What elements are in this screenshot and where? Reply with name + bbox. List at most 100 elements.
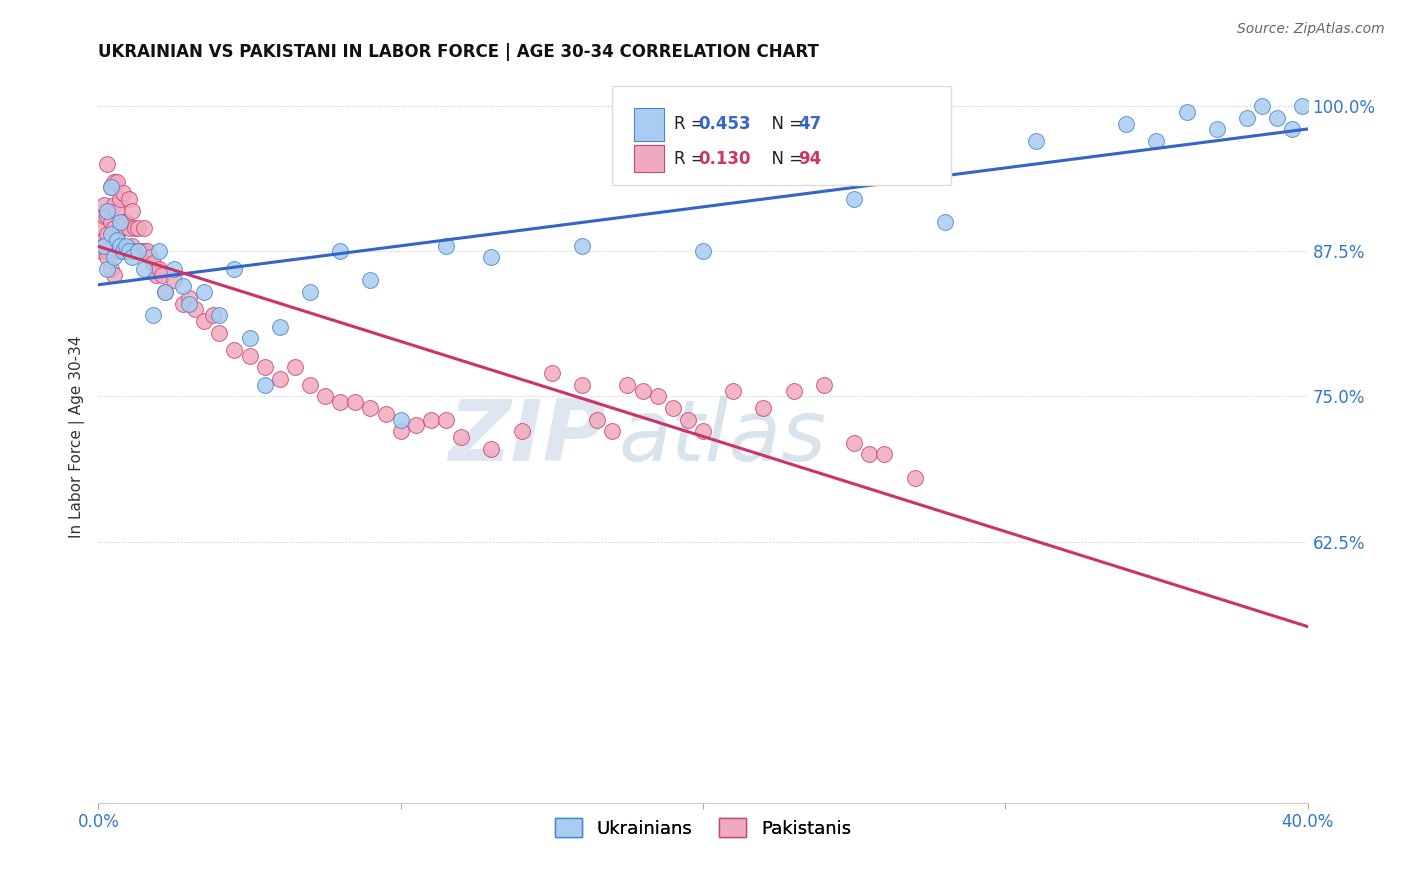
Point [299, 285, 322, 299]
Point [127, 244, 149, 259]
Point [1281, 122, 1303, 136]
Point [873, 448, 896, 462]
Point [100, 261, 122, 276]
Point [692, 244, 714, 259]
Point [434, 412, 457, 426]
Point [389, 424, 412, 438]
Point [299, 377, 322, 392]
Point [118, 221, 141, 235]
Point [108, 238, 131, 252]
Legend: Ukrainians, Pakistanis: Ukrainians, Pakistanis [548, 811, 858, 845]
Point [284, 360, 307, 375]
Point [661, 401, 683, 415]
Point [90, 221, 112, 235]
Point [100, 215, 122, 229]
Point [1206, 122, 1229, 136]
Text: R =: R = [673, 150, 710, 168]
Point [108, 221, 131, 235]
Point [344, 395, 367, 409]
Point [1291, 99, 1313, 113]
Point [184, 302, 207, 317]
Point [586, 412, 609, 426]
Point [114, 215, 136, 229]
Point [844, 436, 866, 450]
Point [1144, 134, 1167, 148]
Point [93, 238, 115, 252]
Point [121, 238, 143, 252]
Point [647, 389, 669, 403]
Point [96, 244, 118, 259]
Point [93, 238, 115, 252]
Point [105, 175, 128, 189]
Point [1024, 134, 1046, 148]
Point [692, 424, 714, 438]
Point [108, 215, 131, 229]
Point [179, 291, 201, 305]
Point [103, 198, 125, 212]
Point [111, 244, 134, 259]
Point [269, 319, 291, 334]
Point [723, 384, 745, 398]
Point [253, 360, 276, 375]
Point [127, 221, 149, 235]
Point [208, 326, 231, 340]
Point [844, 192, 866, 206]
Point [571, 377, 593, 392]
Point [224, 261, 246, 276]
Point [602, 424, 624, 438]
Point [135, 244, 157, 259]
Point [360, 273, 382, 287]
Point [193, 285, 215, 299]
Point [108, 192, 131, 206]
Point [360, 401, 382, 415]
Point [145, 268, 167, 282]
Point [96, 157, 118, 171]
Point [96, 261, 118, 276]
Point [96, 210, 118, 224]
Point [571, 238, 593, 252]
Point [108, 244, 131, 259]
Point [96, 250, 118, 264]
Point [93, 198, 115, 212]
Point [118, 192, 141, 206]
Point [676, 412, 699, 426]
Point [153, 285, 176, 299]
Point [1267, 111, 1289, 125]
Point [163, 261, 186, 276]
Y-axis label: In Labor Force | Age 30-34: In Labor Force | Age 30-34 [69, 335, 86, 539]
Point [93, 210, 115, 224]
Point [150, 268, 173, 282]
Point [105, 203, 128, 218]
Text: 47: 47 [799, 115, 821, 133]
Text: ZIP: ZIP [449, 395, 606, 479]
Point [481, 442, 503, 456]
Point [314, 389, 336, 403]
Point [510, 424, 533, 438]
Point [111, 186, 134, 201]
Point [142, 256, 165, 270]
Point [540, 366, 562, 380]
Point [374, 407, 396, 421]
Text: 94: 94 [799, 150, 821, 168]
FancyBboxPatch shape [613, 86, 950, 185]
Point [142, 308, 165, 322]
Point [114, 244, 136, 259]
Point [100, 180, 122, 194]
Point [172, 279, 194, 293]
Text: N =: N = [761, 150, 808, 168]
Point [239, 331, 262, 345]
Point [103, 268, 125, 282]
Point [100, 227, 122, 241]
Point [329, 244, 352, 259]
Point [100, 238, 122, 252]
Point [253, 377, 276, 392]
Point [224, 343, 246, 357]
Point [103, 250, 125, 264]
Point [103, 221, 125, 235]
Point [121, 203, 143, 218]
Point [329, 395, 352, 409]
Point [208, 308, 231, 322]
Point [813, 377, 835, 392]
Text: Source: ZipAtlas.com: Source: ZipAtlas.com [1237, 22, 1385, 37]
Point [96, 227, 118, 241]
